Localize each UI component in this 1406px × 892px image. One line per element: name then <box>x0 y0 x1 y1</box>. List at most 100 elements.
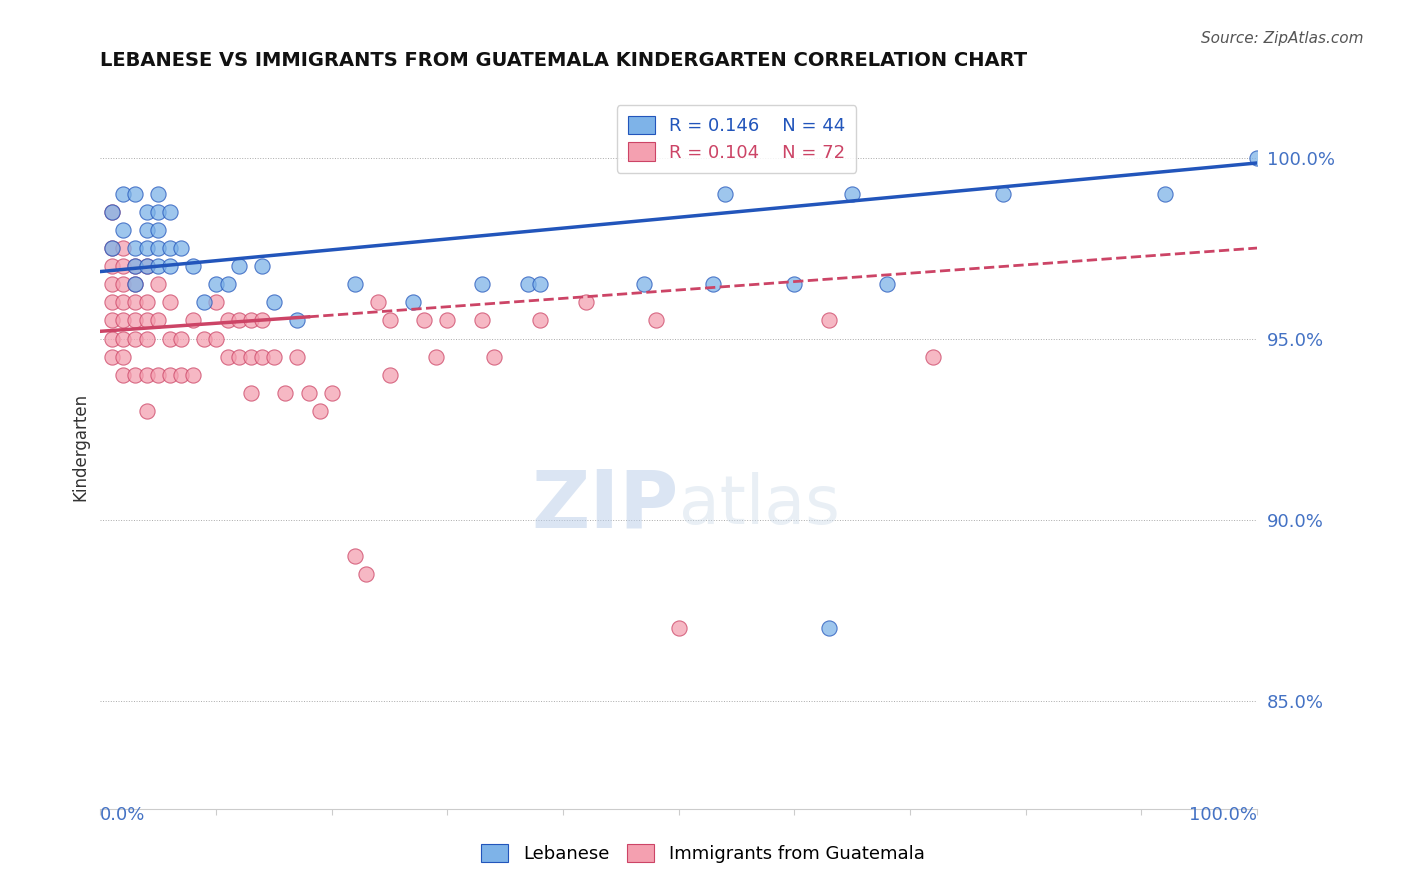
Point <box>170 368 193 382</box>
Point <box>135 404 157 418</box>
Text: Source: ZipAtlas.com: Source: ZipAtlas.com <box>1201 31 1364 46</box>
Point <box>205 295 228 310</box>
Point <box>436 313 458 327</box>
Point <box>159 295 181 310</box>
Point <box>922 350 945 364</box>
Point <box>135 295 157 310</box>
Point <box>343 277 366 292</box>
Point <box>367 295 389 310</box>
Point <box>112 295 135 310</box>
Point <box>274 385 297 400</box>
Point <box>170 241 193 255</box>
Point <box>309 404 332 418</box>
Point <box>181 259 204 273</box>
Point <box>101 295 124 310</box>
Point <box>124 332 146 346</box>
Point <box>217 350 239 364</box>
Point <box>239 350 262 364</box>
Point <box>112 241 135 255</box>
Point <box>297 385 319 400</box>
Point <box>135 241 157 255</box>
Point <box>991 186 1014 201</box>
Point <box>217 313 239 327</box>
Point <box>135 332 157 346</box>
Text: ZIP: ZIP <box>531 467 679 544</box>
Point <box>135 223 157 237</box>
Point <box>425 350 447 364</box>
Point <box>401 295 423 310</box>
Point <box>148 186 170 201</box>
Point <box>124 277 146 292</box>
Point <box>170 332 193 346</box>
Legend: Lebanese, Immigrants from Guatemala: Lebanese, Immigrants from Guatemala <box>471 833 935 874</box>
Point <box>135 204 157 219</box>
Point <box>668 621 690 635</box>
Point <box>841 186 863 201</box>
Point <box>181 313 204 327</box>
Point <box>112 368 135 382</box>
Point <box>112 313 135 327</box>
Point <box>876 277 898 292</box>
Point <box>101 204 124 219</box>
Point <box>148 204 170 219</box>
Point <box>135 368 157 382</box>
Point <box>378 313 401 327</box>
Legend: R = 0.146    N = 44, R = 0.104    N = 72: R = 0.146 N = 44, R = 0.104 N = 72 <box>617 105 856 172</box>
Text: 100.0%: 100.0% <box>1189 806 1257 824</box>
Point <box>135 313 157 327</box>
Point <box>263 350 285 364</box>
Point <box>285 313 308 327</box>
Point <box>124 259 146 273</box>
Point <box>471 313 494 327</box>
Point <box>101 277 124 292</box>
Y-axis label: Kindergarten: Kindergarten <box>72 393 89 501</box>
Point <box>124 295 146 310</box>
Point <box>159 241 181 255</box>
Point <box>228 259 250 273</box>
Point <box>633 277 655 292</box>
Point <box>1153 186 1175 201</box>
Point <box>148 223 170 237</box>
Point <box>217 277 239 292</box>
Text: LEBANESE VS IMMIGRANTS FROM GUATEMALA KINDERGARTEN CORRELATION CHART: LEBANESE VS IMMIGRANTS FROM GUATEMALA KI… <box>100 51 1028 70</box>
Point <box>135 259 157 273</box>
Point <box>112 332 135 346</box>
Point <box>181 368 204 382</box>
Point <box>228 313 250 327</box>
Point <box>101 241 124 255</box>
Point <box>148 241 170 255</box>
Point <box>252 313 274 327</box>
Point <box>575 295 598 310</box>
Point <box>529 277 551 292</box>
Point <box>124 368 146 382</box>
Point <box>263 295 285 310</box>
Point <box>112 277 135 292</box>
Point <box>644 313 666 327</box>
Point <box>205 277 228 292</box>
Point <box>148 259 170 273</box>
Point <box>702 277 724 292</box>
Point <box>159 204 181 219</box>
Point <box>783 277 806 292</box>
Point <box>356 566 378 581</box>
Point <box>252 259 274 273</box>
Point <box>112 223 135 237</box>
Point <box>101 313 124 327</box>
Point <box>239 313 262 327</box>
Point <box>818 313 841 327</box>
Point <box>482 350 505 364</box>
Point <box>285 350 308 364</box>
Point <box>413 313 436 327</box>
Point <box>101 204 124 219</box>
Point <box>159 259 181 273</box>
Point <box>205 332 228 346</box>
Point <box>159 368 181 382</box>
Point <box>124 241 146 255</box>
Point <box>148 313 170 327</box>
Text: 0.0%: 0.0% <box>100 806 146 824</box>
Point <box>239 385 262 400</box>
Point <box>378 368 401 382</box>
Point <box>159 332 181 346</box>
Point <box>101 332 124 346</box>
Point <box>124 313 146 327</box>
